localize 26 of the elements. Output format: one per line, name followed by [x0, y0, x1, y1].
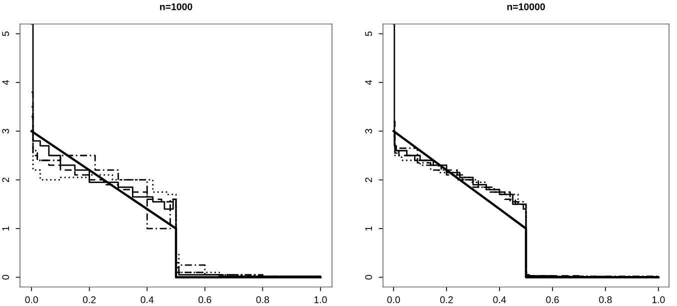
- x-tick-label: 0.6: [546, 296, 559, 304]
- x-tick-label: 1.0: [652, 296, 665, 304]
- y-tick-label: 1: [2, 226, 9, 231]
- y-tick-label: 0: [365, 274, 372, 280]
- x-tick-label: 0.2: [440, 296, 453, 304]
- x-tick-label: 0.4: [140, 296, 154, 304]
- y-tick-label: 3: [2, 128, 10, 134]
- y-tick-label: 2: [365, 178, 372, 182]
- y-tick-label: 5: [2, 31, 10, 36]
- x-tick-label: 1.0: [314, 296, 327, 304]
- y-tick-label: 4: [365, 80, 372, 85]
- y-tick-label: 3: [365, 128, 372, 134]
- x-tick-label: 0.4: [493, 296, 506, 304]
- chart-title: n=10000: [507, 3, 545, 10]
- x-tick-label: 0.2: [82, 296, 96, 304]
- chart-title: n=1000: [160, 3, 192, 10]
- y-tick-label: 1: [365, 226, 372, 231]
- y-tick-label: 4: [2, 80, 9, 85]
- x-tick-label: 0.6: [198, 296, 212, 304]
- y-tick-label: 2: [2, 178, 9, 182]
- x-tick-label: 0.8: [256, 296, 269, 304]
- x-tick-label: 0.0: [387, 296, 400, 304]
- x-tick-label: 0.8: [599, 296, 612, 304]
- x-tick-label: 0.0: [25, 296, 38, 304]
- y-tick-label: 5: [365, 31, 372, 36]
- y-tick-label: 0: [2, 274, 10, 280]
